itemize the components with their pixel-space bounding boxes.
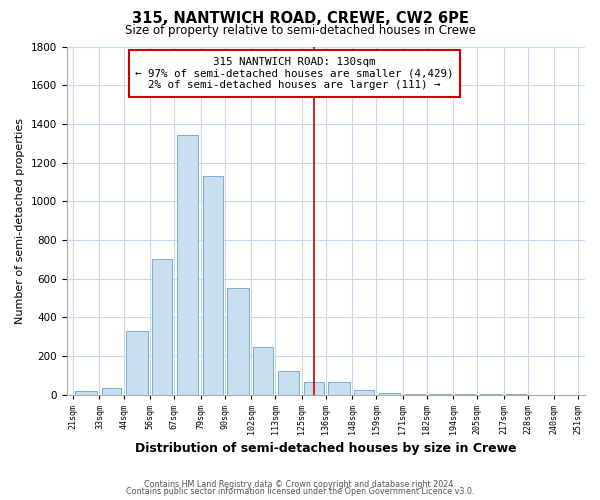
Bar bbox=[203, 176, 223, 394]
Bar bbox=[253, 348, 273, 395]
Bar bbox=[76, 391, 97, 394]
Bar bbox=[278, 372, 299, 394]
Bar bbox=[227, 288, 248, 395]
Bar bbox=[152, 260, 172, 394]
Text: Contains public sector information licensed under the Open Government Licence v3: Contains public sector information licen… bbox=[126, 487, 474, 496]
Text: 315, NANTWICH ROAD, CREWE, CW2 6PE: 315, NANTWICH ROAD, CREWE, CW2 6PE bbox=[131, 11, 469, 26]
Text: 315 NANTWICH ROAD: 130sqm
← 97% of semi-detached houses are smaller (4,429)
2% o: 315 NANTWICH ROAD: 130sqm ← 97% of semi-… bbox=[136, 57, 454, 90]
Bar bbox=[379, 392, 400, 394]
Bar bbox=[304, 382, 323, 394]
Bar bbox=[328, 382, 350, 394]
Bar bbox=[101, 388, 121, 394]
Text: Size of property relative to semi-detached houses in Crewe: Size of property relative to semi-detach… bbox=[125, 24, 475, 37]
X-axis label: Distribution of semi-detached houses by size in Crewe: Distribution of semi-detached houses by … bbox=[135, 442, 517, 455]
Text: Contains HM Land Registry data © Crown copyright and database right 2024.: Contains HM Land Registry data © Crown c… bbox=[144, 480, 456, 489]
Bar bbox=[355, 390, 374, 394]
Y-axis label: Number of semi-detached properties: Number of semi-detached properties bbox=[15, 118, 25, 324]
Bar bbox=[176, 136, 198, 394]
Bar bbox=[126, 331, 148, 394]
